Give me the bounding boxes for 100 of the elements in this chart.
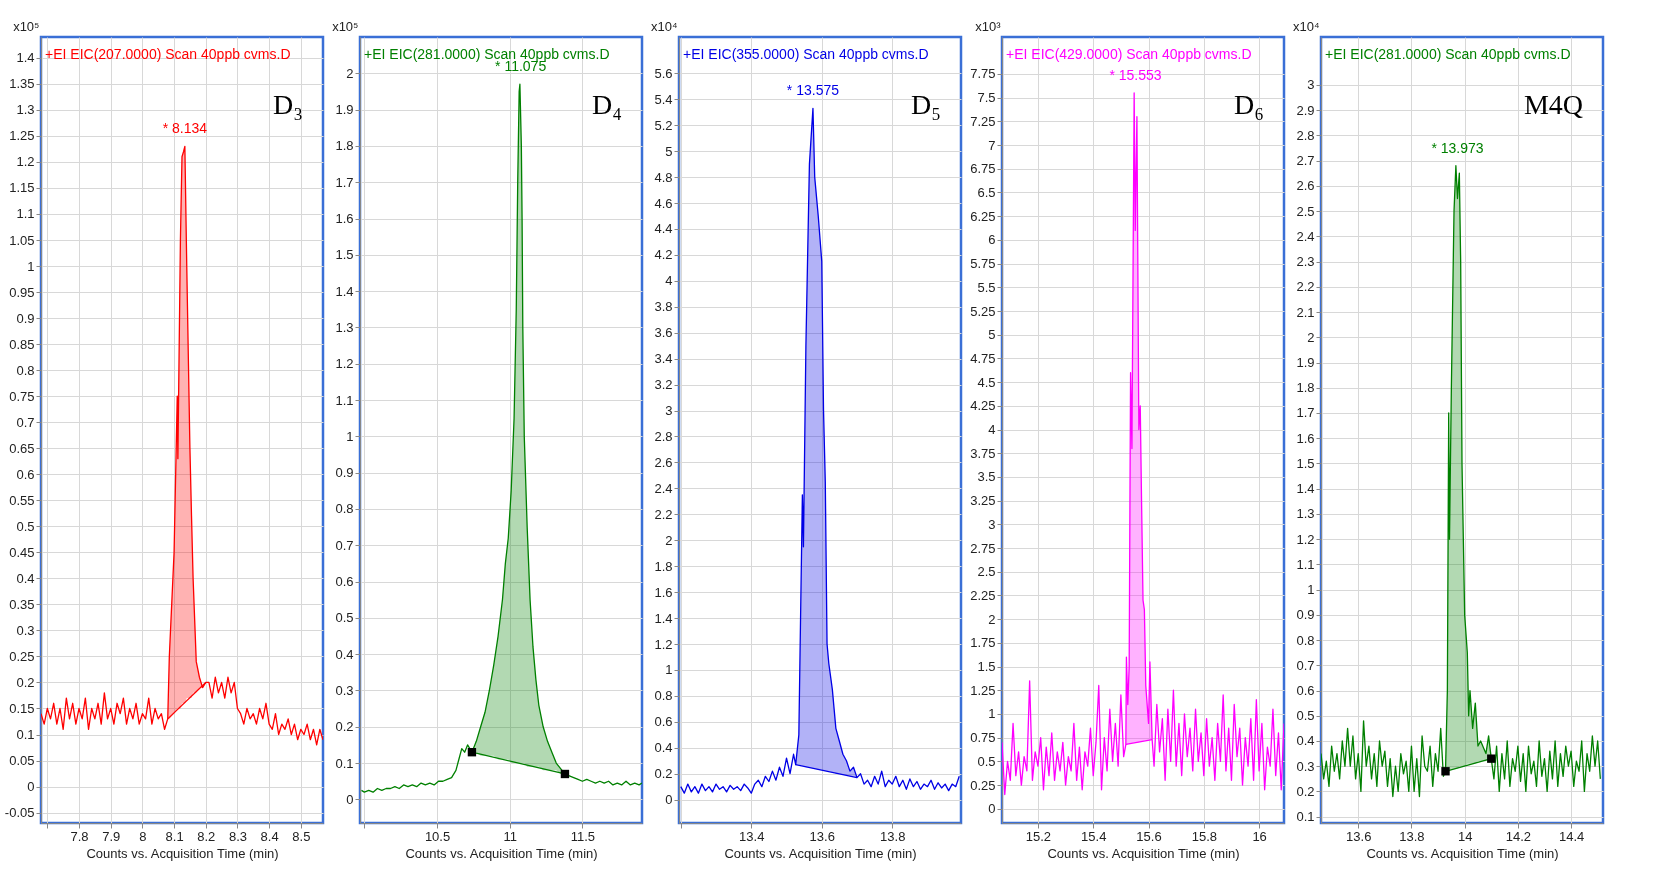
- y-tick-label: 1.1: [16, 206, 35, 222]
- x-tick-label: 13.4: [739, 828, 765, 844]
- y-tick-label: 3.25: [970, 493, 996, 509]
- y-tick-label: 1.25: [9, 128, 35, 144]
- y-tick-label: 2.4: [654, 480, 673, 496]
- y-tick-label: 5.2: [654, 117, 673, 133]
- y-tick-label: 0.75: [9, 388, 35, 404]
- y-tick-label: 7.25: [970, 113, 996, 129]
- y-tick-label: 1.6: [654, 584, 673, 600]
- annotation: D₅: [911, 89, 941, 120]
- y-tick-label: 6.75: [970, 161, 996, 177]
- y-tick-label: 0.7: [335, 537, 354, 553]
- y-tick-label: 7.75: [970, 66, 996, 82]
- y-tick-label: 2.2: [1296, 279, 1315, 295]
- x-tick-label: 14.4: [1558, 828, 1585, 844]
- y-tick-label: 2.9: [1296, 102, 1315, 118]
- y-tick-label: 0.4: [335, 646, 354, 662]
- y-tick-label: 4.8: [654, 169, 673, 185]
- y-tick-label: 0.9: [16, 310, 35, 326]
- y-tick-label: 0.45: [9, 544, 35, 560]
- y-tick-label: 0.55: [9, 492, 35, 508]
- y-tick-label: 0.7: [16, 414, 35, 430]
- y-tick-label: 1.5: [335, 247, 354, 263]
- y-tick-label: 5.5: [977, 279, 996, 295]
- y-tick-label: 0.2: [654, 766, 673, 782]
- y-tick-label: 0.6: [16, 466, 35, 482]
- y-tick-label: 3.5: [977, 469, 996, 485]
- y-tick-label: 1.3: [335, 319, 354, 335]
- annotation: M4Q: [1523, 89, 1583, 120]
- y-tick-label: 0.2: [1296, 783, 1315, 799]
- y-axis-title: x10⁴: [1292, 18, 1320, 34]
- y-tick-label: 2.6: [654, 454, 673, 470]
- y-tick-label: 1.4: [1296, 481, 1315, 497]
- x-tick-label: 15.4: [1081, 828, 1107, 844]
- y-tick-label: 3.2: [654, 377, 673, 393]
- y-tick-label: 0.5: [16, 518, 35, 534]
- y-tick-label: 1.1: [335, 392, 354, 408]
- y-tick-label: 0: [346, 791, 354, 807]
- y-tick-label: 0.5: [977, 753, 996, 769]
- y-tick-label: 1: [1307, 582, 1315, 598]
- y-tick-label: 1.05: [9, 232, 35, 248]
- y-tick-label: 0.1: [1296, 809, 1315, 825]
- y-axis-title: x10⁵: [332, 18, 359, 34]
- y-tick-label: 2.75: [970, 540, 996, 556]
- y-tick-label: 0.15: [9, 700, 35, 716]
- y-tick-label: 0.65: [9, 440, 35, 456]
- x-tick-label: 8.2: [197, 828, 216, 844]
- y-tick-label: 1.6: [335, 211, 354, 227]
- y-tick-label: 4.25: [970, 398, 996, 414]
- x-tick-label: 15.2: [1025, 828, 1052, 844]
- y-tick-label: 0.4: [16, 570, 35, 586]
- x-tick-label: 13.6: [809, 828, 835, 844]
- y-tick-label: 5.25: [970, 303, 996, 319]
- text: +EI EIC(429.0000) Scan 40ppb cvms.D: [1006, 46, 1252, 62]
- y-tick-label: 2.1: [1296, 304, 1315, 320]
- y-tick-label: 1.75: [970, 635, 996, 651]
- y-tick-label: 0.85: [9, 336, 35, 352]
- y-tick-label: 0.4: [654, 740, 673, 756]
- y-tick-label: 1: [346, 428, 354, 444]
- y-tick-label: 1.4: [335, 283, 354, 299]
- y-tick-label: 0.35: [9, 596, 35, 612]
- y-tick-label: 0.25: [970, 777, 996, 793]
- y-tick-label: 5: [988, 327, 996, 343]
- y-tick-label: 6.25: [970, 208, 996, 224]
- y-tick-label: 3.4: [654, 351, 673, 367]
- annotation: D₄: [592, 89, 622, 120]
- y-tick-label: 2: [665, 532, 673, 548]
- y-tick-label: 0.8: [1296, 632, 1315, 648]
- y-tick-label: 2: [346, 65, 354, 81]
- y-tick-label: 0.5: [335, 610, 354, 626]
- y-tick-label: 1.35: [9, 76, 35, 92]
- y-tick-label: 1.2: [1296, 531, 1315, 547]
- y-tick-label: 0.9: [1296, 607, 1315, 623]
- y-tick-label: 3: [665, 403, 673, 419]
- y-tick-label: 3.75: [970, 445, 996, 461]
- y-tick-label: 1.2: [654, 636, 673, 652]
- y-tick-label: 1.3: [1296, 506, 1315, 522]
- y-axis-title: x10⁵: [13, 18, 40, 34]
- y-tick-label: 4.75: [970, 350, 996, 366]
- y-tick-label: 4.6: [654, 195, 673, 211]
- y-tick-label: 0: [988, 801, 996, 817]
- x-tick-label: 13.8: [880, 828, 906, 844]
- y-tick-label: 4: [988, 422, 996, 438]
- y-tick-label: 1.5: [1296, 455, 1315, 471]
- y-tick-label: 5: [665, 143, 673, 159]
- y-tick-label: 1.9: [335, 102, 354, 118]
- y-tick-label: 4.5: [977, 374, 996, 390]
- y-tick-label: 2.5: [1296, 203, 1315, 219]
- y-tick-label: 2.7: [1296, 153, 1315, 169]
- y-tick-label: 0.05: [9, 753, 35, 769]
- y-tick-label: 1.9: [1296, 355, 1315, 370]
- y-tick-label: -0.05: [4, 805, 35, 821]
- y-tick-label: 0.5: [1296, 708, 1315, 724]
- annotation: * 13.575: [786, 82, 840, 99]
- y-tick-label: 0.8: [16, 362, 35, 378]
- y-tick-label: 0.3: [1296, 758, 1315, 774]
- annotation: * 15.553: [1109, 66, 1162, 83]
- y-tick-label: 1.15: [9, 180, 35, 196]
- y-tick-label: 5.6: [654, 65, 673, 81]
- y-tick-label: 2.6: [1296, 178, 1315, 194]
